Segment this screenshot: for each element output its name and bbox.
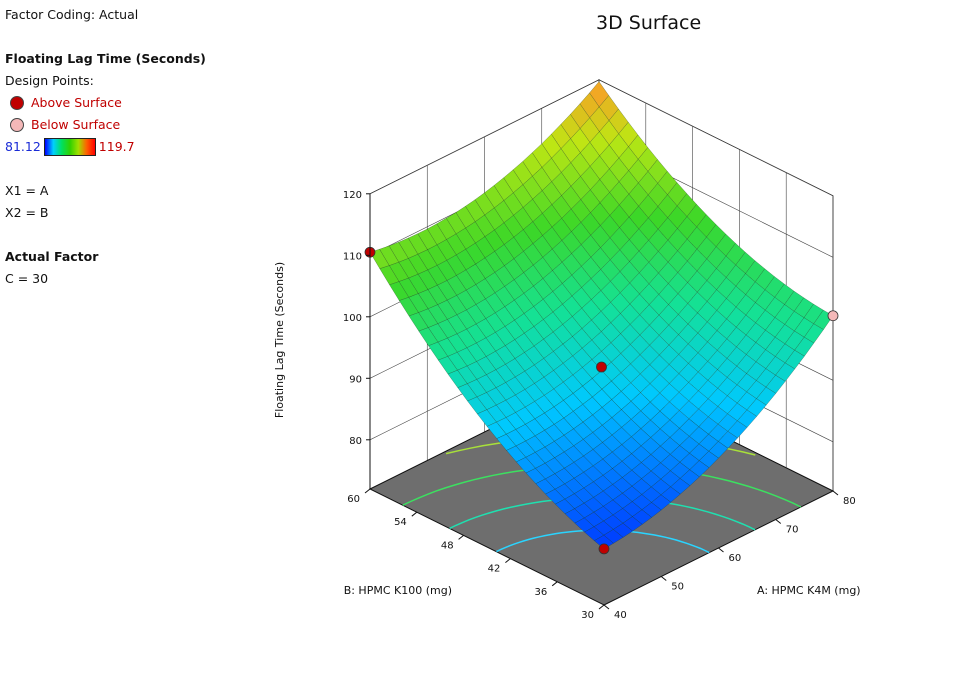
surface-cell	[593, 534, 614, 550]
x-tick-label: 50	[671, 582, 684, 593]
z-axis-title: Floating Lag Time (Seconds)	[273, 262, 286, 418]
wall-grid-line	[598, 79, 834, 197]
x-tick-mark	[775, 519, 782, 524]
y-tick-label: 30	[581, 610, 594, 621]
above-surface-marker-icon	[10, 96, 24, 110]
x-tick-label: 70	[786, 525, 799, 536]
z-tick-label: 100	[343, 313, 362, 324]
y-tick-mark	[505, 558, 511, 563]
x-axis-title: A: HPMC K4M (mg)	[757, 584, 861, 597]
design-points-label: Design Points:	[5, 73, 94, 88]
design-point-above	[596, 361, 607, 373]
actual-factor-title: Actual Factor	[5, 249, 99, 264]
design-point-above	[598, 543, 610, 555]
x-tick-label: 60	[729, 553, 742, 564]
factor-coding: Factor Coding: Actual	[5, 7, 139, 22]
y-axis-title: B: HPMC K100 (mg)	[344, 584, 452, 597]
z-tick-label: 90	[349, 374, 362, 385]
z-tick-label: 120	[343, 190, 362, 201]
x-tick-mark	[832, 490, 839, 496]
z-tick-label: 110	[343, 251, 362, 262]
legend-above-surface: Above Surface	[5, 92, 206, 114]
legend-below-surface: Below Surface	[5, 114, 206, 136]
y-tick-label: 48	[441, 540, 454, 551]
x-tick-label: 80	[843, 496, 856, 507]
scale-min: 81.12	[5, 139, 41, 154]
chart-title: 3D Surface	[596, 12, 702, 34]
x2-mapping: X2 = B	[5, 205, 49, 220]
y-tick-mark	[598, 604, 605, 610]
y-tick-label: 54	[394, 517, 407, 528]
scale-max: 119.7	[98, 139, 135, 154]
y-tick-mark	[458, 535, 464, 540]
below-surface-marker-icon	[10, 118, 24, 132]
y-tick-mark	[551, 581, 558, 587]
x-tick-mark	[603, 604, 610, 610]
color-scale: 81.12 119.7	[5, 136, 206, 158]
design-point-below	[827, 310, 839, 322]
actual-factor-value: C = 30	[5, 271, 49, 286]
y-tick-label: 42	[488, 564, 501, 575]
legend-panel: Factor Coding: Actual Floating Lag Time …	[5, 4, 206, 290]
y-tick-label: 36	[534, 587, 547, 598]
y-tick-mark	[411, 511, 418, 517]
x1-mapping: X1 = A	[5, 183, 49, 198]
x-tick-mark	[660, 576, 667, 581]
x-tick-mark	[718, 547, 724, 553]
z-tick-label: 80	[349, 436, 362, 447]
x-tick-label: 40	[614, 610, 627, 621]
color-gradient-bar	[43, 138, 96, 156]
response-title: Floating Lag Time (Seconds)	[5, 51, 206, 66]
y-tick-mark	[364, 488, 371, 494]
y-tick-label: 60	[347, 494, 360, 505]
